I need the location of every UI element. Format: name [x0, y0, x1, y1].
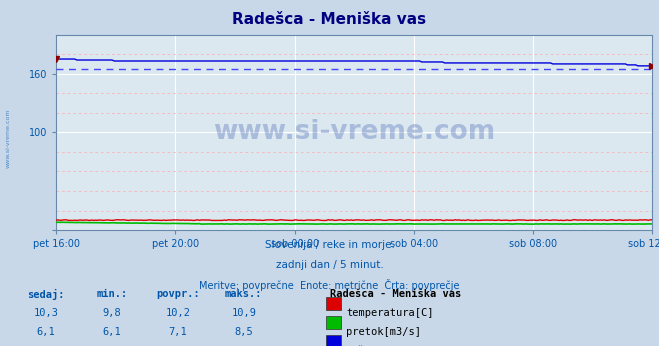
Text: zadnji dan / 5 minut.: zadnji dan / 5 minut. [275, 260, 384, 270]
Text: temperatura[C]: temperatura[C] [346, 308, 434, 318]
Text: Radešca - Meniška vas: Radešca - Meniška vas [330, 289, 461, 299]
Text: 10,9: 10,9 [231, 308, 256, 318]
Text: www.si-vreme.com: www.si-vreme.com [5, 109, 11, 168]
Text: 8,5: 8,5 [235, 327, 253, 337]
Text: min.:: min.: [96, 289, 128, 299]
Text: Slovenija / reke in morje.: Slovenija / reke in morje. [264, 240, 395, 251]
Text: pretok[m3/s]: pretok[m3/s] [346, 327, 421, 337]
Text: maks.:: maks.: [225, 289, 262, 299]
Text: sedaj:: sedaj: [28, 289, 65, 300]
Text: Meritve: povprečne  Enote: metrične  Črta: povprečje: Meritve: povprečne Enote: metrične Črta:… [199, 279, 460, 291]
Text: 7,1: 7,1 [169, 327, 187, 337]
Text: povpr.:: povpr.: [156, 289, 200, 299]
Text: 10,3: 10,3 [34, 308, 59, 318]
Text: 6,1: 6,1 [37, 327, 55, 337]
Text: Radešca - Meniška vas: Radešca - Meniška vas [233, 12, 426, 27]
Text: 6,1: 6,1 [103, 327, 121, 337]
Text: www.si-vreme.com: www.si-vreme.com [213, 119, 496, 145]
Text: 10,2: 10,2 [165, 308, 190, 318]
Text: 9,8: 9,8 [103, 308, 121, 318]
